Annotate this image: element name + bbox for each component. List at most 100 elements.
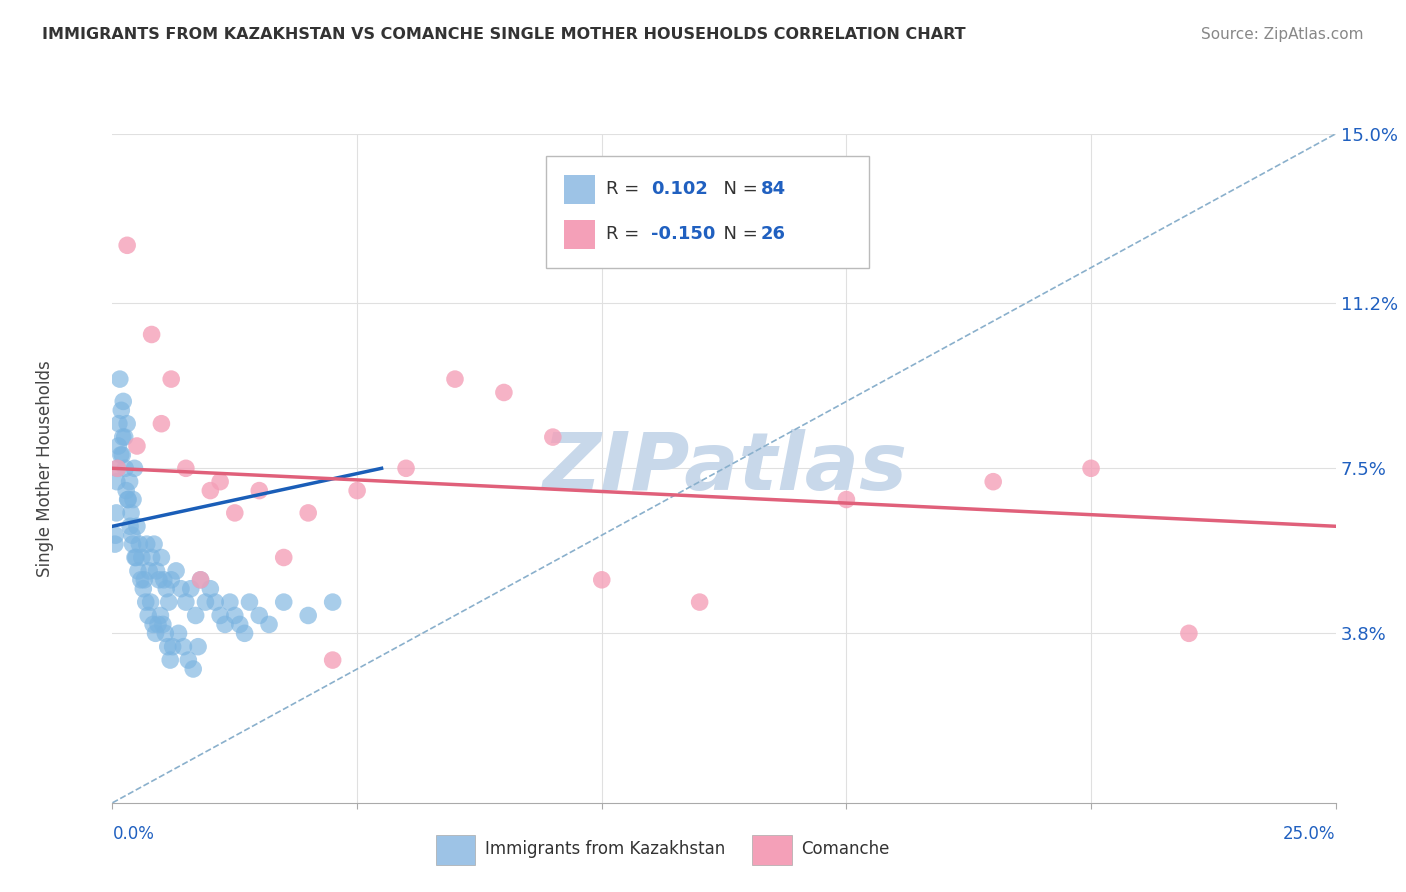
Point [194,595,217,609]
Point [108,417,131,431]
Point [125,519,148,533]
Point [115,483,138,498]
Text: N =: N = [711,226,763,244]
Point [167,626,190,640]
Point [136,608,159,623]
Point [541,430,564,444]
Point [110,403,132,417]
Point [120,506,142,520]
Point [174,595,197,609]
Point [141,327,163,342]
Point [112,394,135,409]
Point [145,564,167,578]
Text: 0.0%: 0.0% [112,825,155,843]
Point [108,372,131,386]
Point [105,461,128,475]
Point [981,475,1004,489]
Text: -0.150: -0.150 [651,226,716,244]
Point [238,595,260,609]
Point [209,475,232,489]
Point [145,626,167,640]
Point [143,537,166,551]
Point [346,483,368,498]
Text: Source: ZipAtlas.com: Source: ZipAtlas.com [1201,27,1364,42]
Point [104,528,127,542]
Point [111,448,134,462]
Point [120,519,142,533]
Point [165,564,187,578]
Point [170,582,193,596]
Text: Immigrants from Kazakhstan: Immigrants from Kazakhstan [485,840,725,858]
Point [1178,626,1201,640]
Point [273,595,295,609]
Point [174,461,197,475]
Point [115,238,138,252]
Point [121,537,143,551]
Point [152,617,174,632]
Point [107,439,129,453]
Text: Comanche: Comanche [801,840,890,858]
Point [200,582,222,596]
Point [204,595,226,609]
Point [111,430,134,444]
Text: 0.102: 0.102 [651,180,709,198]
Point [124,550,146,565]
Point [132,582,155,596]
Point [105,475,128,489]
Point [155,582,177,596]
Point [146,617,169,632]
Point [322,653,344,667]
Point [322,595,344,609]
Point [177,653,200,667]
Point [142,617,165,632]
Text: N =: N = [711,180,763,198]
Point [115,417,138,431]
Point [138,564,160,578]
Point [444,372,467,386]
Text: R =: R = [606,226,645,244]
Point [160,372,183,386]
Point [395,461,418,475]
Point [228,617,250,632]
Point [172,640,194,654]
Point [125,439,148,453]
Point [297,608,319,623]
Point [273,550,295,565]
Point [835,492,858,507]
Point [1080,461,1102,475]
Point [190,573,212,587]
Point [117,492,139,507]
Point [209,608,232,623]
Point [187,640,209,654]
Point [591,573,613,587]
Point [105,461,128,475]
Point [121,528,143,542]
Point [247,483,270,498]
Text: Single Mother Households: Single Mother Households [37,360,55,576]
Point [128,537,150,551]
Point [233,626,256,640]
Text: ZIPatlas: ZIPatlas [541,429,907,508]
Point [156,640,179,654]
Point [141,550,163,565]
Point [224,608,246,623]
Point [105,506,128,520]
Point [148,573,170,587]
Point [135,537,157,551]
Point [122,492,145,507]
Point [247,608,270,623]
Text: R =: R = [606,180,645,198]
Point [257,617,280,632]
Point [297,506,319,520]
Point [114,461,136,475]
Point [689,595,711,609]
Point [114,430,136,444]
Point [149,608,172,623]
Point [135,595,157,609]
Point [150,417,173,431]
Point [162,640,184,654]
Point [150,550,173,565]
Point [134,573,156,587]
Point [214,617,236,632]
Text: 84: 84 [761,180,786,198]
